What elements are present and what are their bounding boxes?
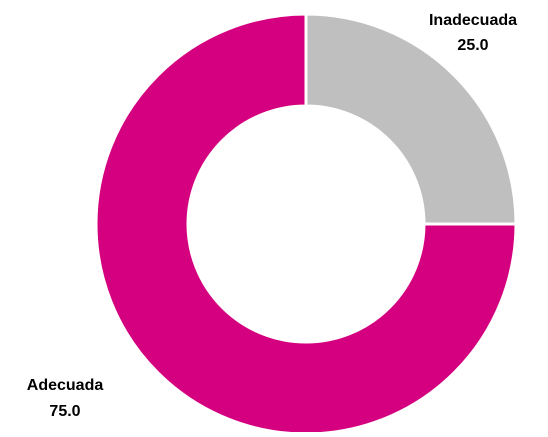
slice-label-inadecuada-name: Inadecuada (429, 12, 517, 29)
slice-label-adecuada-value: 75.0 (49, 403, 80, 420)
slice-label-inadecuada: Inadecuada 25.0 (429, 12, 517, 54)
slice-adecuada (94, 12, 518, 436)
slice-label-inadecuada-value: 25.0 (457, 37, 488, 54)
slice-label-adecuada-name: Adecuada (27, 377, 104, 394)
slice-label-adecuada: Adecuada 75.0 (27, 377, 104, 420)
slice-inadecuada (304, 12, 518, 226)
slices-group (94, 12, 518, 436)
